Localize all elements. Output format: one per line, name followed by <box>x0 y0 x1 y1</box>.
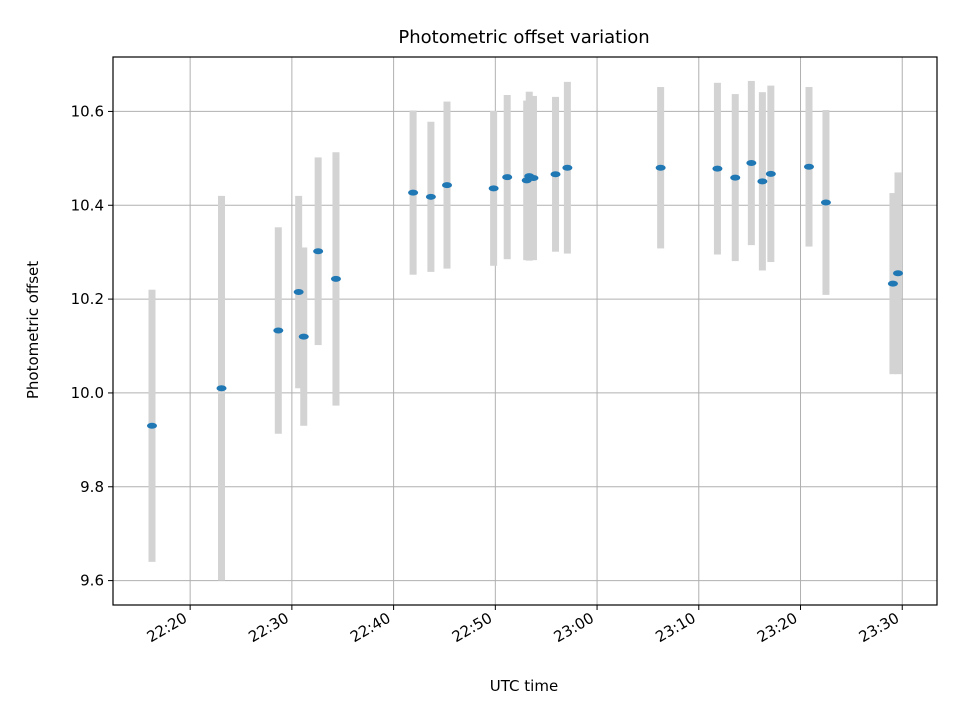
y-axis-label: Photometric offset <box>24 261 42 399</box>
chart-title: Photometric offset variation <box>398 27 649 48</box>
data-point <box>146 422 157 429</box>
data-point <box>313 248 324 255</box>
y-tick-label: 10.6 <box>71 102 104 120</box>
data-point <box>820 199 831 206</box>
y-tick-label: 9.8 <box>80 478 104 496</box>
data-point <box>408 189 419 196</box>
x-axis-label: UTC time <box>490 677 558 695</box>
data-point <box>712 165 723 172</box>
data-points <box>146 160 904 429</box>
data-point <box>216 385 227 392</box>
y-tick-label: 10.4 <box>71 196 104 214</box>
data-point <box>502 174 513 181</box>
y-tick-label: 9.6 <box>80 572 104 590</box>
data-point <box>330 275 341 282</box>
data-point <box>887 280 898 287</box>
data-point <box>655 164 666 171</box>
data-point <box>425 193 436 200</box>
data-point <box>442 182 453 189</box>
data-point <box>293 289 304 296</box>
data-point <box>550 171 561 178</box>
data-point <box>488 185 499 192</box>
data-point <box>746 160 757 167</box>
plot-frame <box>112 56 938 606</box>
data-point <box>562 164 573 171</box>
data-point <box>803 163 814 170</box>
data-point <box>757 178 768 185</box>
data-point <box>893 270 904 277</box>
data-point <box>273 327 284 334</box>
y-axis-ticks: 9.6 9.8 10.0 10.2 10.4 10.6 <box>71 102 113 590</box>
y-tick-label: 10.2 <box>71 290 104 308</box>
data-point <box>730 174 741 181</box>
y-tick-label: 10.0 <box>71 384 104 402</box>
data-point <box>298 333 309 340</box>
data-point <box>528 175 539 182</box>
data-point <box>765 170 776 177</box>
